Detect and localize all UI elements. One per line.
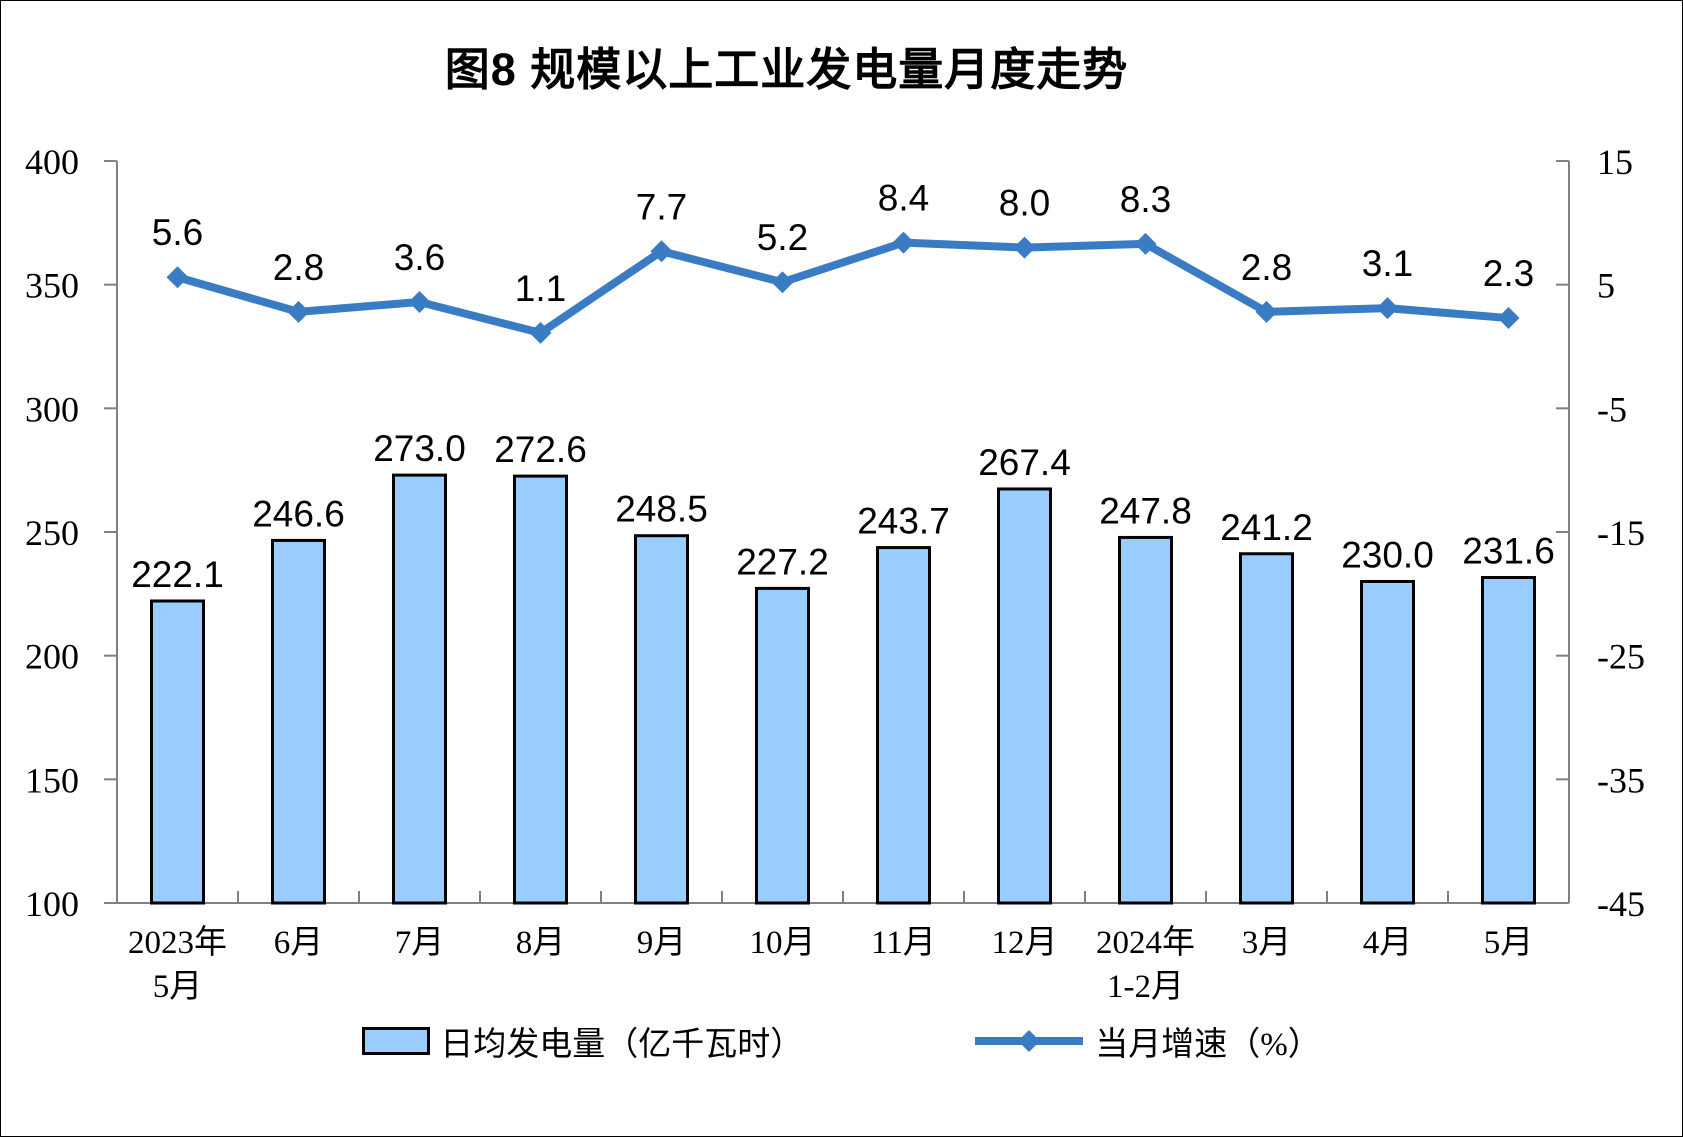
- x-axis-category-label: 4月: [1363, 925, 1413, 961]
- bar-series-swatch-icon: [362, 1027, 431, 1055]
- bar: [1118, 535, 1173, 905]
- x-axis-category-label: 2023年: [128, 924, 227, 961]
- right-axis-tick-label: -15: [1597, 513, 1645, 553]
- line-value-label: 8.3: [1120, 179, 1171, 220]
- x-axis-category-label: 7月: [395, 925, 445, 961]
- bar-value-label: 243.7: [857, 501, 950, 542]
- line-marker-diamond-icon: [1255, 300, 1278, 323]
- left-axis-tick-label: 200: [25, 637, 79, 677]
- right-axis-tick-label: 5: [1597, 266, 1615, 306]
- line-marker-diamond-icon: [166, 266, 189, 289]
- bar: [271, 538, 326, 905]
- line-marker-diamond-icon: [650, 240, 673, 263]
- bar: [1239, 552, 1294, 905]
- bar-series-label: 日均发电量（亿千瓦时）: [440, 1027, 804, 1063]
- bar: [876, 546, 931, 905]
- left-axis-tick-label: 300: [25, 389, 79, 429]
- line-value-label: 3.6: [394, 237, 445, 278]
- growth-rate-line: [173, 238, 1513, 337]
- x-axis-category-label: 5月: [1484, 925, 1534, 961]
- bar-value-label: 273.0: [373, 428, 466, 469]
- x-axis-category-label: 12月: [992, 925, 1058, 961]
- x-axis-category-label: 10月: [750, 925, 816, 961]
- line-value-label: 2.3: [1483, 253, 1534, 294]
- line-value-label: 2.8: [1241, 247, 1292, 288]
- bar-value-label: 272.6: [494, 429, 587, 470]
- bar-value-label: 247.8: [1099, 490, 1192, 531]
- x-axis-category-label: 8月: [516, 925, 566, 961]
- line-marker-diamond-icon: [771, 271, 794, 294]
- line-value-label: 7.7: [636, 186, 687, 227]
- chart-title: 图8 规模以上工业发电量月度走势: [444, 44, 1129, 95]
- bar: [634, 534, 689, 905]
- bar: [997, 487, 1052, 905]
- bar-value-label: 227.2: [736, 541, 829, 582]
- x-axis-category-label: 3月: [1242, 925, 1292, 961]
- bar: [755, 586, 810, 905]
- bar-value-label: 231.6: [1462, 531, 1555, 572]
- line-value-label: 2.8: [273, 247, 324, 288]
- bar: [150, 599, 205, 905]
- line-series-label: 当月增速（%）: [1095, 1027, 1321, 1063]
- left-axis-tick-label: 150: [25, 760, 79, 800]
- line-series-swatch-icon: [975, 1030, 1084, 1052]
- line-marker-diamond-icon: [529, 321, 552, 344]
- line-marker-diamond-icon: [1376, 297, 1399, 320]
- legend-diamond-icon: [1018, 1030, 1041, 1052]
- line-value-label: 3.1: [1362, 243, 1413, 284]
- right-axis-tick-label: 15: [1597, 142, 1633, 182]
- bar: [1481, 576, 1536, 905]
- x-axis-category-label: 5月: [153, 969, 203, 1005]
- bar-value-label: 246.6: [252, 493, 345, 534]
- bar: [513, 474, 568, 905]
- x-axis-category-label: 1-2月: [1107, 969, 1184, 1005]
- bar-value-label: 230.0: [1341, 534, 1434, 575]
- legend-item-line-series: 当月增速（%）: [973, 1017, 1321, 1065]
- line-value-label: 5.2: [757, 217, 808, 258]
- x-axis-category-label: 6月: [274, 925, 324, 961]
- right-axis-tick-label: -25: [1597, 637, 1645, 677]
- line-value-label: 1.1: [515, 268, 566, 309]
- x-axis-category-label: 11月: [871, 925, 936, 961]
- line-value-label: 8.4: [878, 178, 929, 219]
- line-marker-diamond-icon: [1013, 236, 1036, 259]
- line-marker-diamond-icon: [892, 231, 915, 254]
- line-value-label: 8.0: [999, 183, 1050, 224]
- line-marker-diamond-icon: [287, 300, 310, 323]
- right-axis-tick-label: -45: [1597, 884, 1645, 924]
- bar: [392, 473, 447, 905]
- line-marker-diamond-icon: [1134, 232, 1157, 255]
- line-marker-diamond-icon: [408, 290, 431, 313]
- right-axis-tick-label: -35: [1597, 760, 1645, 800]
- bar-value-label: 248.5: [615, 489, 708, 530]
- x-axis-category-label: 2024年: [1096, 924, 1195, 961]
- x-axis-category-label: 9月: [637, 925, 687, 961]
- left-axis-tick-label: 100: [25, 884, 79, 924]
- left-axis-tick-label: 250: [25, 513, 79, 553]
- bar: [1360, 579, 1415, 905]
- line-value-label: 5.6: [152, 212, 203, 253]
- bar-value-label: 222.1: [131, 554, 224, 595]
- bar-value-label: 241.2: [1220, 507, 1313, 548]
- legend-item-bar-series: 日均发电量（亿千瓦时）: [362, 1017, 803, 1065]
- right-axis-tick-label: -5: [1597, 389, 1627, 429]
- left-axis-tick-label: 350: [25, 266, 79, 306]
- bar-value-label: 267.4: [978, 442, 1071, 483]
- line-marker-diamond-icon: [1497, 307, 1520, 330]
- chart-legend: 日均发电量（亿千瓦时） 当月增速（%）: [1, 1017, 1682, 1065]
- left-axis-tick-label: 400: [25, 142, 79, 182]
